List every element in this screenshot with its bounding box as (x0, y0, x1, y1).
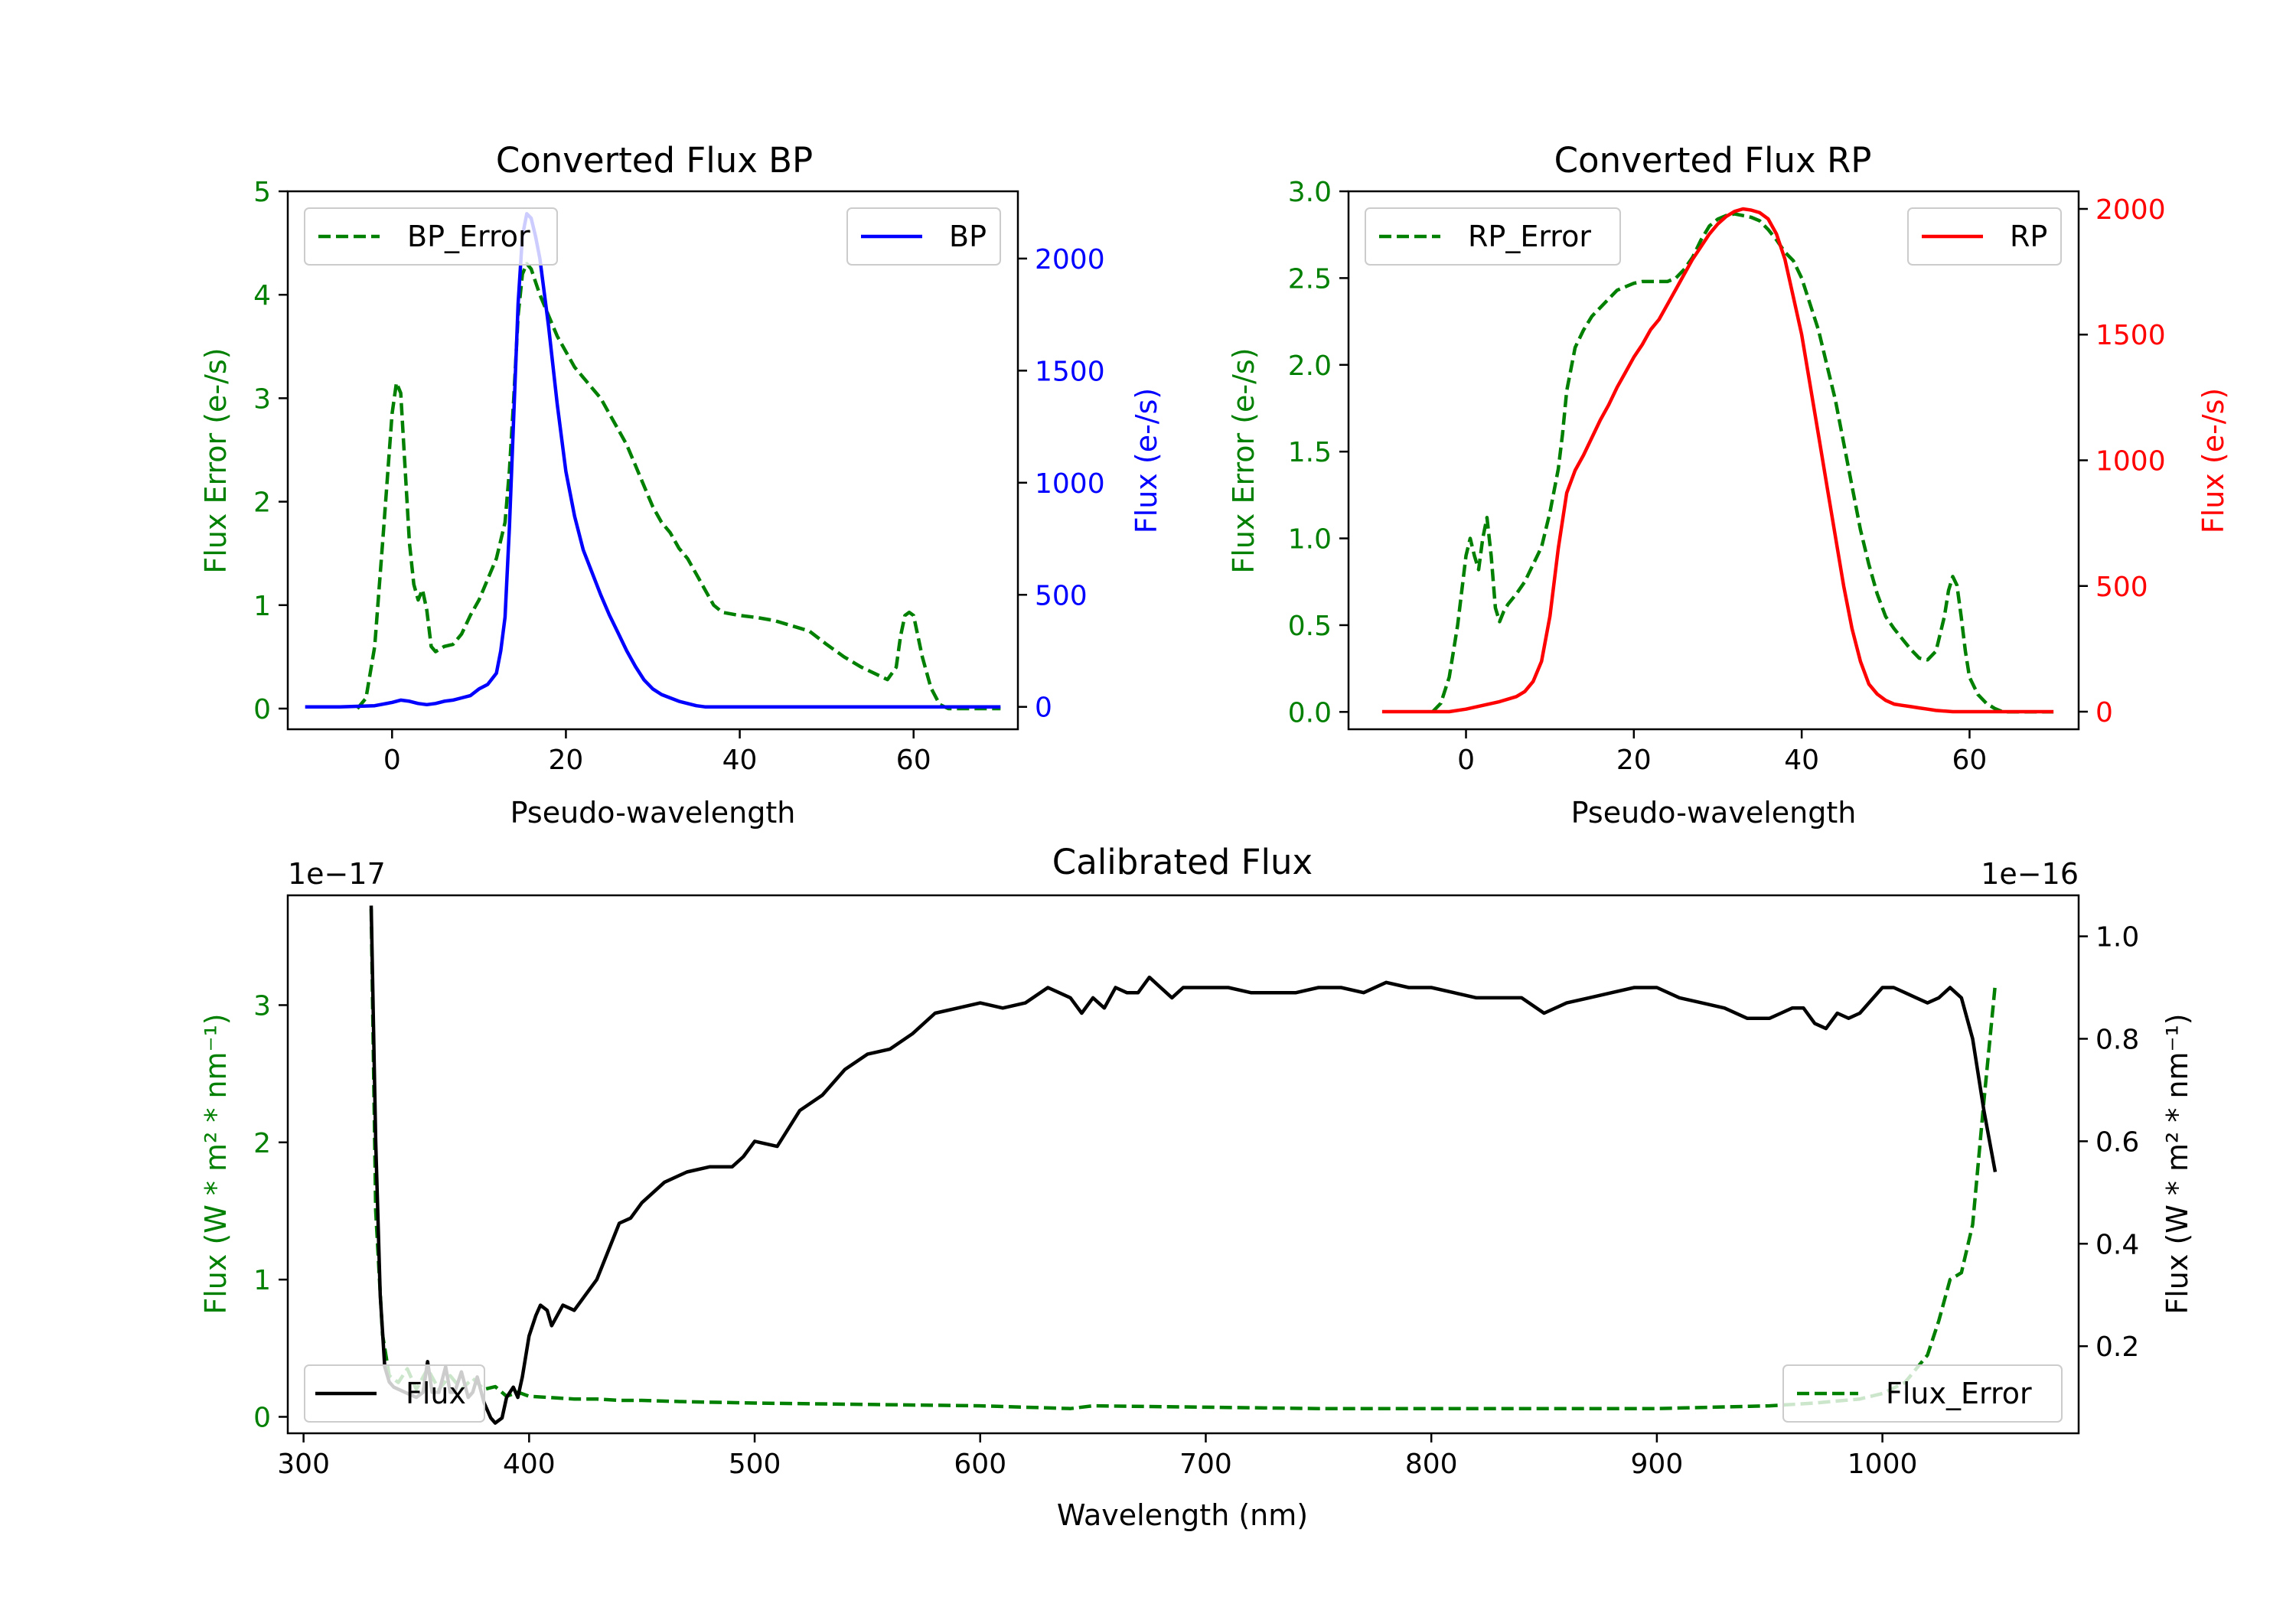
y-right-tick-label: 1500 (2095, 320, 2166, 351)
x-tick-label: 700 (1179, 1449, 1232, 1480)
y-right-tick-label: 500 (1035, 580, 1088, 611)
y-right-tick-label: 500 (2095, 572, 2148, 603)
y-left-tick-label: 5 (253, 177, 271, 208)
x-tick-label: 60 (1952, 745, 1988, 776)
axes-frame-bp (286, 190, 1019, 731)
axes-frame-calibrated (286, 894, 2080, 1435)
y-right-tick-label: 1000 (1035, 468, 1105, 500)
legend-label-flux: Flux (406, 1377, 466, 1410)
y-left-tick-label: 1 (253, 591, 271, 622)
x-tick-label: 0 (383, 745, 401, 776)
x-tick-label: 20 (1616, 745, 1652, 776)
series-line-rp-error (1431, 212, 2054, 714)
legend-left-calibrated: Flux (304, 1364, 485, 1423)
y-right-tick-label: 0 (2095, 697, 2113, 729)
y-axis-left-label-calibrated: Flux (W * m² * nm⁻¹) (199, 1013, 233, 1314)
x-axis-label-calibrated: Wavelength (nm) (1057, 1498, 1308, 1532)
legend-left-bp: BP_Error (304, 207, 558, 266)
offset-label-left: 1e−17 (288, 857, 386, 891)
legend-label-flux-error: Flux_Error (1886, 1377, 2032, 1410)
x-tick-label: 400 (503, 1449, 556, 1480)
axes-frame-rp (1347, 190, 2080, 731)
y-left-tick-label: 1.0 (1288, 524, 1332, 556)
x-tick-label: 60 (896, 745, 931, 776)
y-right-tick-label: 0.8 (2095, 1024, 2139, 1055)
series-line-bp (305, 212, 1001, 709)
y-left-tick-label: 2 (253, 1128, 271, 1159)
y-left-tick-label: 3 (253, 383, 271, 415)
panel-title-rp: Converted Flux RP (1554, 140, 1872, 181)
ticks-rp: 0 20 40 60 0.0 0.5 1.0 1.5 2.0 2.5 3.0 0 500 1000 1500… (1288, 177, 2166, 776)
x-tick-label: 20 (549, 745, 584, 776)
y-axis-right-label-calibrated: Flux (W * m² * nm⁻¹) (2161, 1013, 2194, 1314)
ticks-bp: 0 20 40 60 0 1 2 3 4 5 0 500 1000 1500 2000 (253, 177, 1105, 776)
y-axis-left-label-bp: Flux Error (e-/s) (199, 347, 233, 573)
panel-bp: Converted Flux BP 0 20 40 60 0 1 2 3 4 5 0 500 1000 1… (199, 140, 1163, 830)
y-left-tick-label: 2.0 (1288, 350, 1332, 382)
y-right-tick-label: 1500 (1035, 356, 1105, 387)
series-line-bp-error (356, 262, 1001, 711)
y-left-tick-label: 3 (253, 990, 271, 1022)
legend-right-bp: BP (846, 207, 1001, 266)
y-right-tick-label: 1000 (2095, 446, 2166, 478)
legend-right-calibrated: Flux_Error (1782, 1364, 2063, 1423)
legend-label-rp: RP (2010, 220, 2047, 253)
y-axis-left-label-rp: Flux Error (e-/s) (1227, 347, 1261, 573)
plot-area-calibrated (369, 905, 1998, 1425)
legend-left-rp: RP_Error (1365, 207, 1621, 266)
panel-rp: Converted Flux RP 0 20 40 60 0.0 0.5 1.0 1.5 2.0… (1227, 140, 2230, 830)
y-right-tick-label: 0.6 (2095, 1126, 2139, 1158)
y-left-tick-label: 0 (253, 694, 271, 725)
legend-label-bp: BP (949, 220, 987, 253)
x-tick-label: 40 (722, 745, 758, 776)
x-axis-label-rp: Pseudo-wavelength (1571, 796, 1857, 830)
x-tick-label: 800 (1405, 1449, 1458, 1480)
x-tick-label: 500 (729, 1449, 781, 1480)
y-left-tick-label: 3.0 (1288, 177, 1332, 208)
y-left-tick-label: 0.5 (1288, 611, 1332, 642)
x-axis-label-bp: Pseudo-wavelength (510, 796, 796, 830)
y-axis-right-label-rp: Flux (e-/s) (2197, 388, 2230, 533)
y-right-tick-label: 0.2 (2095, 1332, 2139, 1363)
series-line-rp (1381, 207, 2054, 714)
offset-label-right: 1e−16 (1981, 857, 2079, 891)
y-left-tick-label: 1.5 (1288, 437, 1332, 468)
y-axis-right-label-bp: Flux (e-/s) (1130, 388, 1163, 533)
x-tick-label: 300 (277, 1449, 330, 1480)
legend-label-bp-error: BP_Error (407, 220, 530, 253)
y-left-tick-label: 2 (253, 487, 271, 519)
y-right-tick-label: 2000 (2095, 194, 2166, 226)
legend-label-rp-error: RP_Error (1468, 220, 1591, 253)
series-line-flux-error (369, 908, 1998, 1410)
plot-area-bp (305, 212, 1001, 711)
y-left-tick-label: 0 (253, 1402, 271, 1433)
y-right-tick-label: 0.4 (2095, 1229, 2139, 1260)
y-left-tick-label: 1 (253, 1265, 271, 1296)
y-right-tick-label: 2000 (1035, 244, 1105, 275)
plot-area-rp (1381, 207, 2054, 714)
x-tick-label: 900 (1631, 1449, 1684, 1480)
y-right-tick-label: 1.0 (2095, 922, 2139, 953)
y-left-tick-label: 4 (253, 280, 271, 311)
x-tick-label: 40 (1784, 745, 1819, 776)
y-left-tick-label: 0.0 (1288, 697, 1332, 729)
panel-title-calibrated: Calibrated Flux (1052, 842, 1313, 882)
legend-right-rp: RP (1907, 207, 2062, 266)
panel-calibrated: Calibrated Flux 1e−17 1e−16 300 400 500 600… (199, 842, 2194, 1532)
y-left-tick-label: 2.5 (1288, 263, 1332, 295)
x-tick-label: 1000 (1848, 1449, 1918, 1480)
y-right-tick-label: 0 (1035, 693, 1052, 724)
panel-title-bp: Converted Flux BP (496, 140, 813, 181)
x-tick-label: 0 (1457, 745, 1475, 776)
series-line-flux (369, 905, 1998, 1425)
ticks-calibrated: 300 400 500 600 700 800 900 1000 0 1 2 3 0.2 0.4 0.6 0.… (253, 922, 2139, 1480)
x-tick-label: 600 (954, 1449, 1006, 1480)
